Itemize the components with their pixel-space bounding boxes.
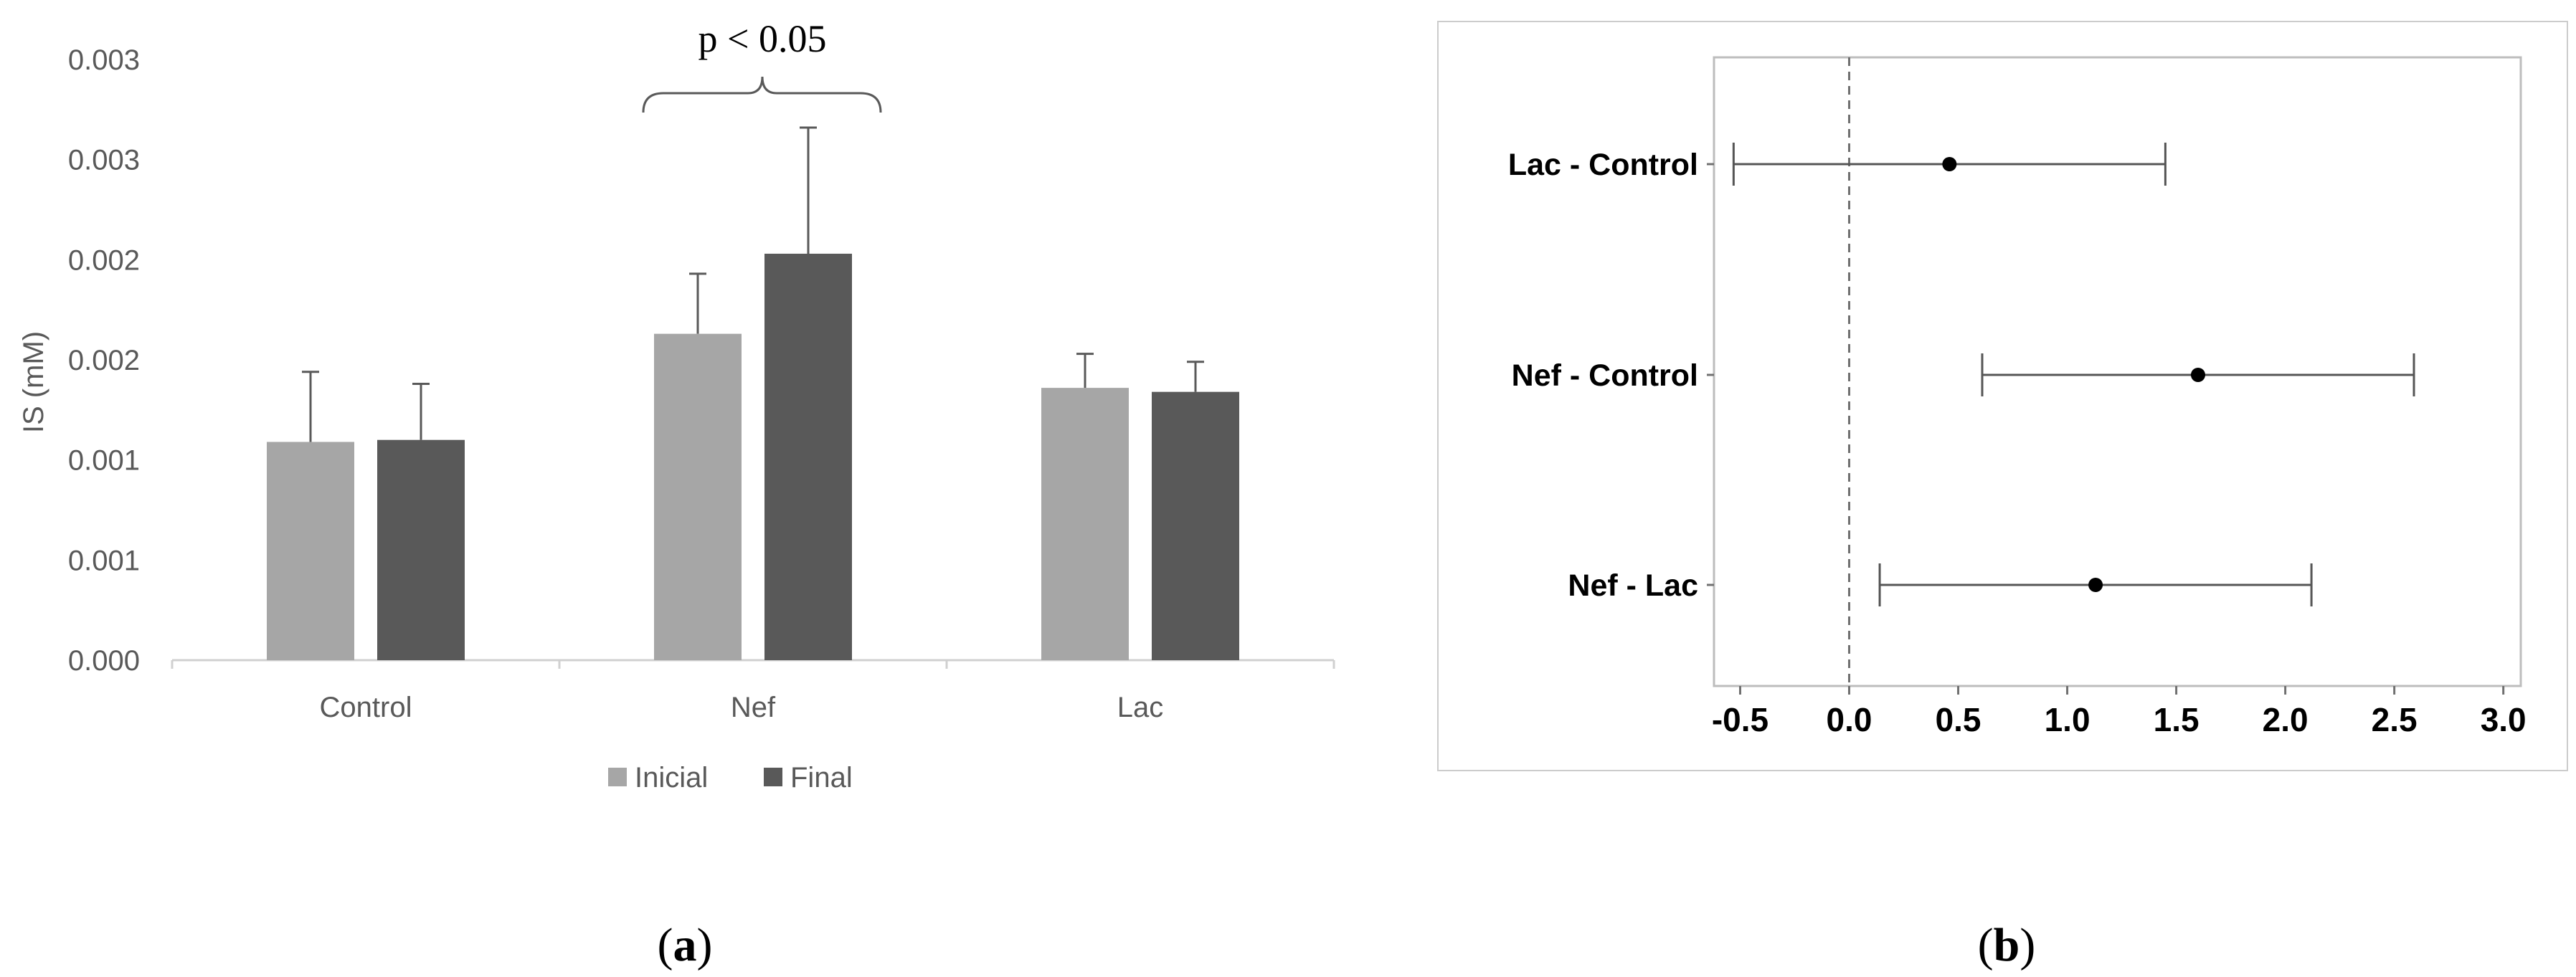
panel-label-b-close: ) <box>2019 919 2035 971</box>
significance-brace <box>642 76 882 113</box>
panel-label-a-letter: a <box>673 919 697 971</box>
bar-inicial-control <box>267 442 354 660</box>
panel-label-a-close: ) <box>697 919 713 971</box>
panel-label-b: (b) <box>1978 919 2036 971</box>
y-axis-label: IS (mM) <box>18 331 49 433</box>
legend-swatch <box>764 768 782 786</box>
x-tick-label: 2.0 <box>2263 701 2309 738</box>
comparison-label: Lac - Control <box>1508 148 1698 182</box>
comparison-label: Nef - Lac <box>1568 568 1698 603</box>
x-tick-label: 0.0 <box>1827 701 1872 738</box>
x-tick-label: 3.0 <box>2481 701 2527 738</box>
legend-item: Inicial <box>608 762 708 793</box>
point-estimate <box>2088 578 2103 592</box>
y-tick-label: 0.001 <box>68 545 140 576</box>
legend-label: Inicial <box>635 762 708 793</box>
legend-swatch <box>608 768 627 786</box>
category-labels: Control Nef Lac <box>320 692 1164 723</box>
category-label: Lac <box>1117 692 1164 723</box>
svg-text:(a): (a) <box>658 919 713 971</box>
panel-label-b-open: ( <box>1978 919 1994 971</box>
bar-final-nef <box>764 253 852 660</box>
panel-label-a: (a) <box>658 919 713 971</box>
x-tick-label: 2.5 <box>2372 701 2418 738</box>
y-tick-label: 0.000 <box>68 645 140 677</box>
x-tick-label: 1.0 <box>2045 701 2090 738</box>
interval-row <box>1707 143 2167 186</box>
panel-b-interval-plot: -0.5 0.0 0.5 1.0 1.5 2.0 2.5 3.0 Lac - Control N… <box>1437 21 2568 971</box>
y-tick-labels: 0.000 0.001 0.001 0.002 0.002 0.003 0.003 <box>68 44 140 677</box>
panel-label-a-open: ( <box>658 919 673 971</box>
y-tick-label: 0.003 <box>68 145 140 176</box>
category-label: Control <box>320 692 412 723</box>
significance-annotation: p < 0.05 <box>699 17 827 60</box>
interval-row <box>1707 353 2415 396</box>
bar-final-control <box>377 439 465 660</box>
y-tick-label: 0.003 <box>68 44 140 76</box>
y-tick-label: 0.002 <box>68 244 140 276</box>
point-estimate <box>1942 157 1957 171</box>
bar-inicial-nef <box>654 333 742 660</box>
y-tick-label: 0.002 <box>68 345 140 376</box>
bar-inicial-lac <box>1041 388 1129 660</box>
bars <box>267 253 1239 660</box>
error-bars <box>302 126 1204 442</box>
x-tick-label: 0.5 <box>1936 701 1981 738</box>
x-axis-ticks: -0.5 0.0 0.5 1.0 1.5 2.0 2.5 3.0 <box>1712 686 2527 738</box>
panel-label-b-letter: b <box>1994 919 2020 971</box>
intervals <box>1707 143 2415 606</box>
legend-item: Final <box>764 762 853 793</box>
plot-area-frame <box>1713 56 2522 687</box>
comparison-labels: Lac - Control Nef - Control Nef - Lac <box>1508 148 1698 603</box>
interval-row <box>1707 563 2313 606</box>
bar-final-lac <box>1152 391 1239 660</box>
comparison-label: Nef - Control <box>1512 358 1698 393</box>
x-axis-tick-marks <box>171 660 1335 669</box>
x-tick-label: -0.5 <box>1712 701 1768 738</box>
panel-a-bar-chart: IS (mM) 0.0000.0010.0010.0020.0020.0030.… <box>18 17 1335 971</box>
legend-label: Final <box>790 762 853 793</box>
y-tick-label: 0.001 <box>68 445 140 477</box>
point-estimate <box>2191 368 2205 382</box>
legend: Inicial Final <box>608 762 853 793</box>
outer-frame <box>1437 21 2568 771</box>
category-label: Nef <box>731 692 776 723</box>
svg-text:(b): (b) <box>1978 919 2036 971</box>
x-tick-label: 1.5 <box>2154 701 2199 738</box>
